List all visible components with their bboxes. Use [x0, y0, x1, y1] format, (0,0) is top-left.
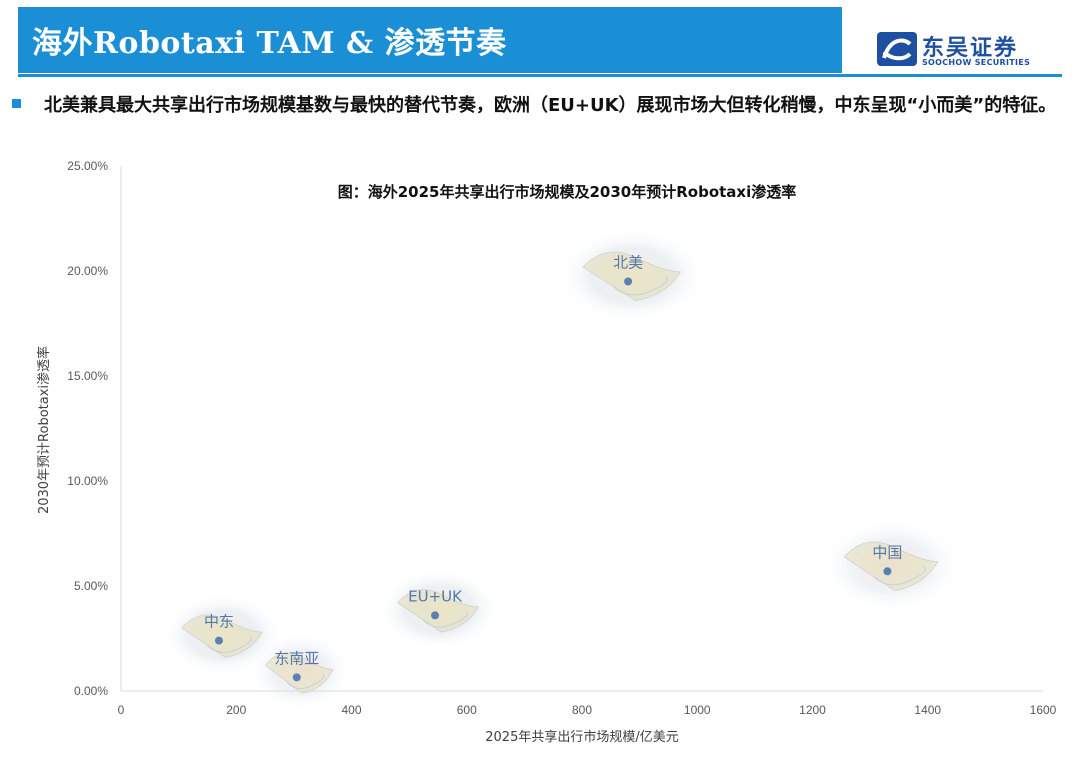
logo-text-en: SOOCHOW SECURITIES [922, 58, 1031, 67]
y-tick-label: 0.00% [74, 684, 108, 698]
soochow-logo-icon [877, 32, 917, 66]
bullet-point: 北美兼具最大共享出行市场规模基数与最快的替代节奏，欧洲（EU+UK）展现市场大但… [12, 92, 1062, 119]
data-label: 中东 [204, 613, 234, 631]
chart-title: 图：海外2025年共享出行市场规模及2030年预计Robotaxi渗透率 [338, 183, 797, 201]
data-point [883, 567, 892, 576]
logo-text-cn: 东吴证券 [922, 36, 1019, 61]
page-title: 海外Robotaxi TAM & 渗透节奏 [32, 26, 507, 61]
data-point [624, 277, 633, 286]
y-tick-label: 20.00% [67, 264, 108, 278]
x-tick-label: 1000 [684, 703, 711, 717]
x-tick-label: 600 [457, 703, 477, 717]
title-underline [18, 74, 1062, 77]
x-tick-label: 1400 [914, 703, 941, 717]
southeast-asia-map-icon [248, 631, 353, 712]
y-tick-label: 10.00% [67, 474, 108, 488]
data-point [431, 611, 440, 620]
data-label: 北美 [613, 254, 643, 272]
bullet-square-icon [12, 99, 21, 108]
map-border [422, 610, 468, 628]
x-tick-label: 800 [572, 703, 592, 717]
y-tick-label: 15.00% [67, 369, 108, 383]
data-point [292, 673, 301, 682]
y-axis-label: 2030年预计Robotaxi渗透率 [36, 346, 52, 514]
map-border [612, 276, 668, 296]
x-tick-label: 400 [341, 703, 361, 717]
y-tick-label: 25.00% [67, 159, 108, 173]
data-point [214, 636, 223, 645]
north-america-map-icon [557, 227, 708, 324]
data-label: 东南亚 [274, 649, 319, 667]
x-axis-label: 2025年共享出行市场规模/亿美元 [485, 729, 678, 745]
company-logo: 东吴证券 SOOCHOW SECURITIES [876, 30, 1046, 70]
x-tick-label: 1200 [799, 703, 826, 717]
x-tick-label: 0 [118, 703, 125, 717]
x-tick-label: 200 [226, 703, 246, 717]
europe-map-icon [377, 567, 502, 652]
x-tick-label: 1600 [1030, 703, 1057, 717]
title-bar: 海外Robotaxi TAM & 渗透节奏 [18, 7, 842, 73]
map-border [872, 566, 926, 586]
bullet-text: 北美兼具最大共享出行市场规模基数与最快的替代节奏，欧洲（EU+UK）展现市场大但… [44, 95, 1057, 116]
y-tick-label: 5.00% [74, 579, 108, 593]
data-label: 中国 [872, 543, 902, 561]
map-border [206, 636, 252, 653]
map-border [286, 673, 325, 689]
china-map-icon [819, 517, 964, 614]
chart-svg: 0.00% 5.00% 10.00% 15.00% 20.00% 25.00% 0 200 40… [36, 159, 1057, 745]
data-label: EU+UK [408, 587, 463, 605]
scatter-chart: 0.00% 5.00% 10.00% 15.00% 20.00% 25.00% 0 200 40… [0, 150, 1080, 759]
